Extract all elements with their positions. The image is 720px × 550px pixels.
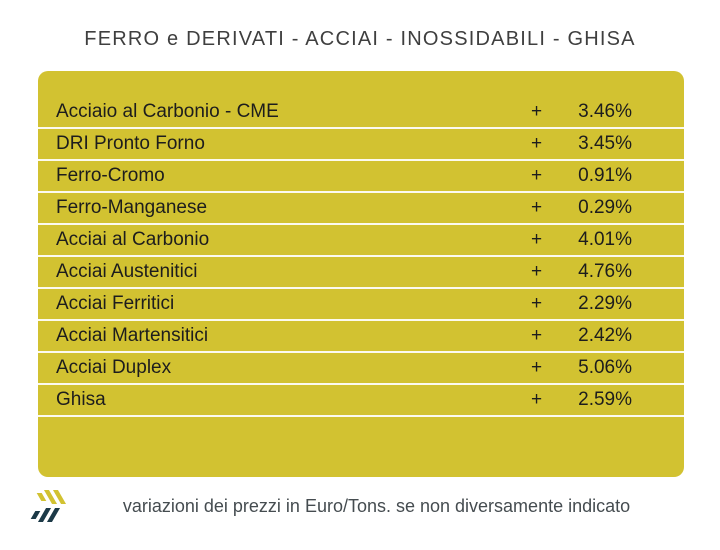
variation-sign: + — [531, 101, 543, 122]
variation-sign: + — [531, 357, 543, 378]
material-label: Ferro-Cromo — [56, 165, 165, 186]
variation-sign: + — [531, 389, 543, 410]
price-table: Acciaio al Carbonio - CME + 3.46% DRI Pr… — [38, 71, 684, 477]
variation-sign: + — [531, 293, 543, 314]
variation-value: 2.59% — [578, 389, 632, 410]
variation-value: 0.91% — [578, 165, 632, 186]
material-label: Acciai Martensitici — [56, 325, 209, 346]
variation-value: 0.29% — [578, 197, 632, 218]
variation-value: 2.42% — [578, 325, 632, 346]
material-label: Acciai Ferritici — [56, 293, 175, 314]
table-row: Acciai Ferritici + 2.29% — [38, 289, 684, 321]
variation-value: 5.06% — [578, 357, 632, 378]
material-label: DRI Pronto Forno — [56, 133, 205, 154]
variation-sign: + — [531, 325, 543, 346]
logo-bottom-row — [30, 508, 71, 522]
variation-value: 2.29% — [578, 293, 632, 314]
material-label: Acciaio al Carbonio - CME — [56, 101, 279, 122]
variation-sign: + — [531, 197, 543, 218]
footnote: variazioni dei prezzi in Euro/Tons. se n… — [122, 495, 631, 516]
table-row: Acciaio al Carbonio - CME + 3.46% — [38, 97, 684, 129]
table-row: DRI Pronto Forno + 3.45% — [38, 129, 684, 161]
logo-top-row — [36, 490, 71, 504]
table-row: Ferro-Manganese + 0.29% — [38, 193, 684, 225]
table-row: Ferro-Cromo + 0.91% — [38, 161, 684, 193]
material-label: Acciai al Carbonio — [56, 229, 210, 250]
material-label: Ferro-Manganese — [56, 197, 208, 218]
variation-sign: + — [531, 133, 543, 154]
footer: variazioni dei prezzi in Euro/Tons. se n… — [30, 488, 682, 524]
page-title: FERRO e DERIVATI - ACCIAI - INOSSIDABILI… — [84, 28, 636, 50]
material-label: Ghisa — [56, 389, 106, 410]
material-label: Acciai Austenitici — [56, 261, 198, 282]
variation-sign: + — [531, 229, 543, 250]
variation-value: 3.45% — [578, 133, 632, 154]
variation-value: 3.46% — [578, 101, 632, 122]
variation-sign: + — [531, 165, 543, 186]
variation-sign: + — [531, 261, 543, 282]
brand-logo-icon — [30, 488, 71, 524]
table-row: Acciai al Carbonio + 4.01% — [38, 225, 684, 257]
variation-value: 4.76% — [578, 261, 632, 282]
table-row: Ghisa + 2.59% — [38, 385, 684, 417]
table-row: Acciai Austenitici + 4.76% — [38, 257, 684, 289]
table-row: Acciai Martensitici + 2.42% — [38, 321, 684, 353]
material-label: Acciai Duplex — [56, 357, 172, 378]
variation-value: 4.01% — [578, 229, 632, 250]
table-row: Acciai Duplex + 5.06% — [38, 353, 684, 385]
